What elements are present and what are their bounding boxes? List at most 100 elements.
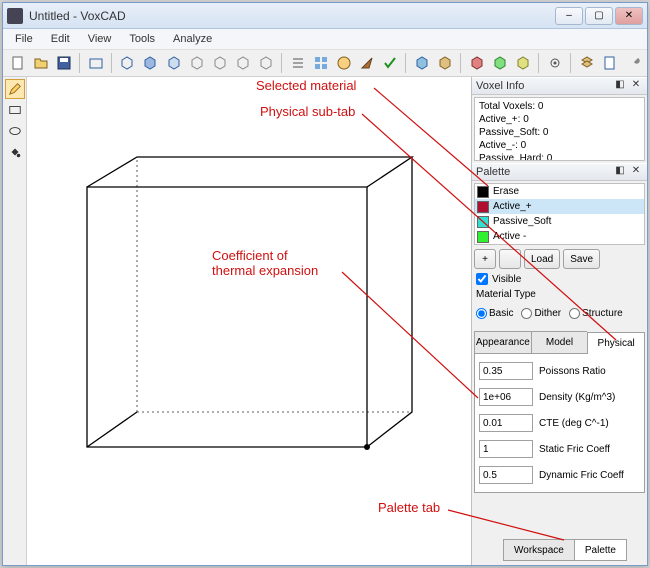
menu-analyze[interactable]: Analyze	[165, 31, 220, 47]
bottom-tab-workspace[interactable]: Workspace	[503, 539, 574, 561]
menu-edit[interactable]: Edit	[43, 31, 78, 47]
voxel-info-body: Total Voxels: 0 Active_+: 0 Passive_Soft…	[474, 97, 645, 161]
material-row[interactable]: Passive_Soft	[475, 214, 644, 229]
cube-col2-icon[interactable]	[434, 52, 455, 74]
cube7-icon[interactable]	[255, 52, 276, 74]
voxel-info-title: Voxel Info	[476, 80, 611, 92]
doc-icon[interactable]	[599, 52, 620, 74]
cte-input[interactable]	[479, 414, 533, 432]
minimize-button[interactable]: ‒	[555, 7, 583, 25]
cube-col1-icon[interactable]	[411, 52, 432, 74]
left-toolbar	[3, 77, 27, 565]
dock-icon[interactable]: ◧	[613, 165, 627, 179]
menu-view[interactable]: View	[80, 31, 120, 47]
material-swatch-icon	[477, 186, 489, 198]
gear-icon[interactable]	[544, 52, 565, 74]
cube3-icon[interactable]	[163, 52, 184, 74]
material-row[interactable]: Active_+	[475, 199, 644, 214]
density-input[interactable]	[479, 388, 533, 406]
fill-tool-icon[interactable]	[5, 142, 25, 162]
dfric-label: Dynamic Fric Coeff	[539, 470, 640, 481]
window-title: Untitled - VoxCAD	[29, 9, 555, 23]
ellipse-tool-icon[interactable]	[5, 121, 25, 141]
cube-g-icon[interactable]	[489, 52, 510, 74]
voxel-stat: Active_+: 0	[479, 113, 640, 126]
grid-icon[interactable]	[310, 52, 331, 74]
brush-icon[interactable]	[356, 52, 377, 74]
load-palette-button[interactable]: Load	[524, 249, 560, 269]
material-label: Erase	[493, 186, 519, 197]
radio-dither[interactable]: Dither	[521, 308, 561, 319]
dock-icon[interactable]: ◧	[613, 79, 627, 93]
cube-icon[interactable]	[117, 52, 138, 74]
material-swatch-icon	[477, 216, 489, 228]
palette-header: Palette ◧ ✕	[472, 163, 647, 181]
menubar: File Edit View Tools Analyze	[3, 29, 647, 49]
palette-icon[interactable]	[333, 52, 354, 74]
radio-structure[interactable]: Structure	[569, 308, 623, 319]
stack-icon[interactable]	[576, 52, 597, 74]
menu-tools[interactable]: Tools	[121, 31, 163, 47]
cube-y-icon[interactable]	[512, 52, 533, 74]
cube4-icon[interactable]	[186, 52, 207, 74]
tab-model[interactable]: Model	[531, 331, 588, 353]
sfric-input[interactable]	[479, 440, 533, 458]
toolbar	[3, 49, 647, 77]
workspace-icon[interactable]	[85, 52, 106, 74]
material-swatch-icon	[477, 201, 489, 213]
close-button[interactable]: ✕	[615, 7, 643, 25]
maximize-button[interactable]: ▢	[585, 7, 613, 25]
list-icon[interactable]	[287, 52, 308, 74]
material-list[interactable]: Erase Active_+ Passive_Soft Active -	[474, 183, 645, 245]
palette-body: Erase Active_+ Passive_Soft Active - + Load…	[472, 181, 647, 565]
cube5-icon[interactable]	[209, 52, 230, 74]
check-icon[interactable]	[379, 52, 400, 74]
right-panel: Voxel Info ◧ ✕ Total Voxels: 0 Active_+:…	[471, 77, 647, 565]
viewport-canvas[interactable]	[27, 77, 471, 565]
sfric-label: Static Fric Coeff	[539, 444, 640, 455]
menu-file[interactable]: File	[7, 31, 41, 47]
app-window: Untitled - VoxCAD ‒ ▢ ✕ File Edit View T…	[2, 2, 648, 566]
close-panel-icon[interactable]: ✕	[629, 165, 643, 179]
close-panel-icon[interactable]: ✕	[629, 79, 643, 93]
radio-basic[interactable]: Basic	[476, 308, 513, 319]
material-label: Passive_Soft	[493, 216, 551, 227]
bottom-tab-palette[interactable]: Palette	[574, 539, 627, 561]
material-row[interactable]: Active -	[475, 229, 644, 244]
wrench-icon[interactable]	[622, 52, 643, 74]
save-icon[interactable]	[53, 52, 74, 74]
add-material-button[interactable]: +	[474, 249, 496, 269]
physical-props: Poissons Ratio Density (Kg/m^3) CTE (deg…	[474, 354, 645, 493]
save-palette-button[interactable]: Save	[563, 249, 600, 269]
voxel-stat: Passive_Hard: 0	[479, 152, 640, 161]
remove-material-button[interactable]	[499, 249, 521, 269]
bottom-tabs: Workspace Palette	[503, 539, 627, 561]
poisson-input[interactable]	[479, 362, 533, 380]
app-icon	[7, 8, 23, 24]
dfric-input[interactable]	[479, 466, 533, 484]
visible-checkbox[interactable]	[476, 273, 488, 285]
rect-tool-icon[interactable]	[5, 100, 25, 120]
cte-label: CTE (deg C^-1)	[539, 418, 640, 429]
visible-label: Visible	[492, 274, 521, 285]
cube6-icon[interactable]	[232, 52, 253, 74]
material-label: Active -	[493, 231, 526, 242]
sub-tabs: Appearance Model Physical	[474, 331, 645, 354]
voxel-stat: Active_-: 0	[479, 139, 640, 152]
pencil-tool-icon[interactable]	[5, 79, 25, 99]
voxel-info-header: Voxel Info ◧ ✕	[472, 77, 647, 95]
material-row[interactable]: Erase	[475, 184, 644, 199]
palette-title: Palette	[476, 166, 611, 178]
tab-physical[interactable]: Physical	[587, 332, 645, 354]
cube-r-icon[interactable]	[466, 52, 487, 74]
voxel-stat: Passive_Soft: 0	[479, 126, 640, 139]
tab-appearance[interactable]: Appearance	[474, 331, 531, 353]
density-label: Density (Kg/m^3)	[539, 392, 640, 403]
new-icon[interactable]	[7, 52, 28, 74]
titlebar: Untitled - VoxCAD ‒ ▢ ✕	[3, 3, 647, 29]
cube2-icon[interactable]	[140, 52, 161, 74]
material-swatch-icon	[477, 231, 489, 243]
open-icon[interactable]	[30, 52, 51, 74]
voxel-stat: Total Voxels: 0	[479, 100, 640, 113]
poisson-label: Poissons Ratio	[539, 366, 640, 377]
